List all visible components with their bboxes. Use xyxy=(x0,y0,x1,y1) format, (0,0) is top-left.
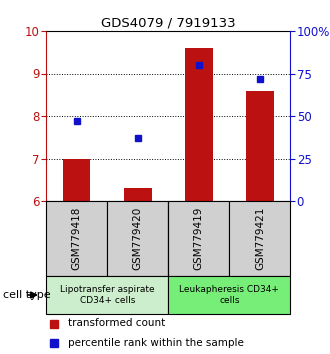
Bar xyxy=(124,188,151,201)
Bar xyxy=(246,91,274,201)
Bar xyxy=(46,276,168,314)
Text: cell type: cell type xyxy=(3,290,51,300)
Text: percentile rank within the sample: percentile rank within the sample xyxy=(68,337,244,348)
Bar xyxy=(63,159,90,201)
Bar xyxy=(185,48,213,201)
Bar xyxy=(168,276,290,314)
Text: Leukapheresis CD34+
cells: Leukapheresis CD34+ cells xyxy=(180,285,279,305)
Bar xyxy=(107,201,168,276)
Text: Lipotransfer aspirate
CD34+ cells: Lipotransfer aspirate CD34+ cells xyxy=(60,285,154,305)
Bar xyxy=(46,201,107,276)
Bar xyxy=(168,201,229,276)
Title: GDS4079 / 7919133: GDS4079 / 7919133 xyxy=(101,17,236,30)
Text: GSM779421: GSM779421 xyxy=(255,207,265,270)
Text: GSM779420: GSM779420 xyxy=(133,207,143,270)
Bar xyxy=(229,201,290,276)
Text: transformed count: transformed count xyxy=(68,319,165,329)
Text: GSM779419: GSM779419 xyxy=(194,207,204,270)
Text: GSM779418: GSM779418 xyxy=(72,207,82,270)
